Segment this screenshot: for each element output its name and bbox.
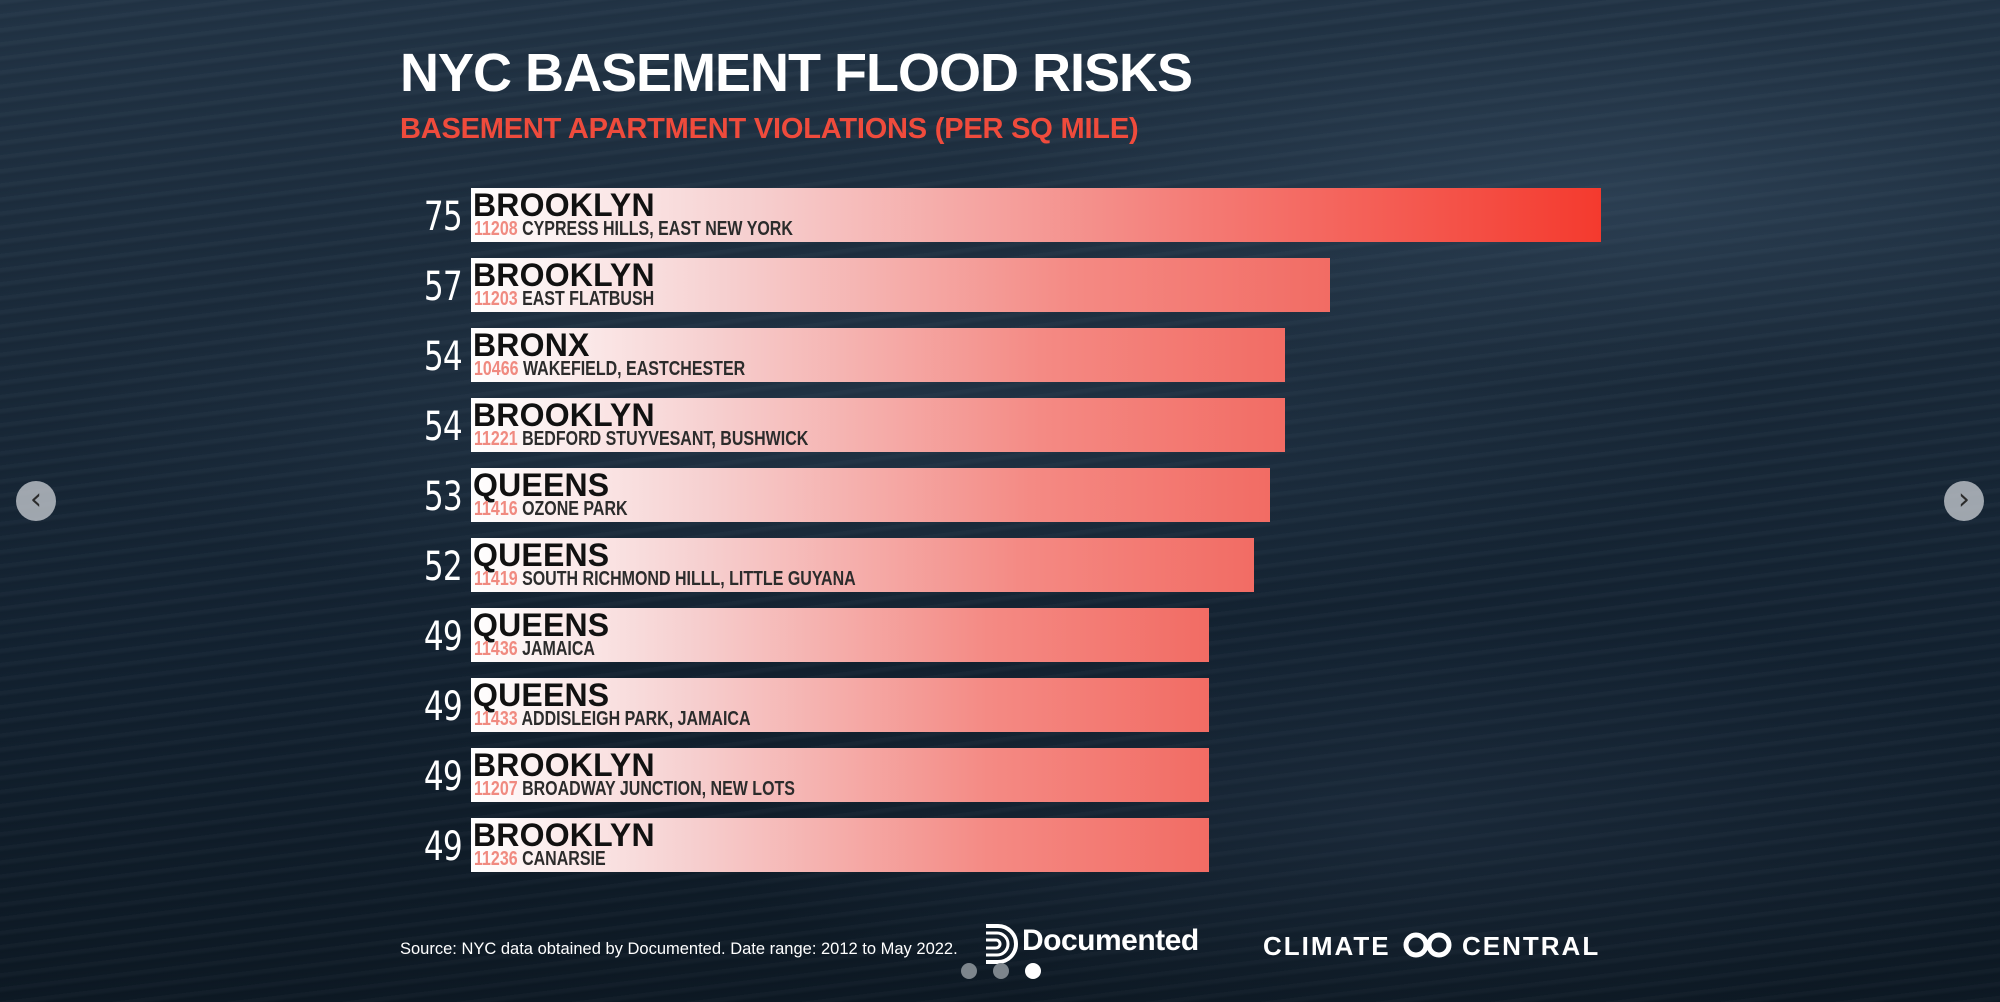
neighborhood-label: 11221 BEDFORD STUYVESANT, BUSHWICK (474, 428, 808, 451)
area-name: CYPRESS HILLS, EAST NEW YORK (522, 218, 793, 240)
climate-central-logo-text: CENTRAL (1462, 931, 1601, 961)
area-name: ADDISLEIGH PARK, JAMAICA (521, 708, 751, 730)
bar (471, 328, 1285, 382)
zip-code: 11436 (474, 638, 518, 660)
bar (471, 608, 1209, 662)
neighborhood-label: 11416 OZONE PARK (474, 498, 628, 521)
documented-logo-text: Documented (1022, 924, 1199, 957)
bar-row: 52 QUEENS 11419 SOUTH RICHMOND HILLL, LITT… (0, 537, 2000, 594)
borough-label: QUEENS (473, 467, 610, 503)
area-name: SOUTH RICHMOND HILLL, LITTLE GUYANA (522, 568, 856, 590)
neighborhood-label: 11203 EAST FLATBUSH (474, 288, 654, 311)
bar-row: 49 QUEENS 11436 JAMAICA (0, 607, 2000, 664)
zip-code: 11416 (474, 498, 518, 520)
carousel-dot[interactable] (1025, 963, 1041, 979)
bar-row: 54 BROOKLYN 11221 BEDFORD STUYVESANT, BUSH… (0, 397, 2000, 454)
bar (471, 258, 1330, 312)
zip-code: 11221 (474, 428, 518, 450)
bar-row: 57 BROOKLYN 11203 EAST FLATBUSH (0, 257, 2000, 314)
zip-code: 11236 (474, 848, 518, 870)
bar (471, 468, 1270, 522)
area-name: WAKEFIELD, EASTCHESTER (522, 358, 746, 380)
bar-value-label: 52 (423, 544, 463, 590)
bar (471, 188, 1601, 242)
borough-label: BROOKLYN (473, 397, 655, 433)
area-name: BROADWAY JUNCTION, NEW LOTS (522, 778, 795, 800)
chart-title: NYC BASEMENT FLOOD RISKS (400, 43, 1193, 103)
bar-value-label: 49 (423, 614, 463, 660)
borough-label: BROOKLYN (473, 747, 655, 783)
bar-value-label: 75 (423, 194, 463, 240)
bar (471, 678, 1209, 732)
bar-value-label: 49 (423, 754, 463, 800)
bar-value-label: 49 (423, 684, 463, 730)
neighborhood-label: 11207 BROADWAY JUNCTION, NEW LOTS (474, 778, 795, 801)
neighborhood-label: 11436 JAMAICA (474, 638, 595, 661)
bar (471, 538, 1254, 592)
climate-central-logo-icon (1403, 932, 1452, 958)
source-note: Source: NYC data obtained by Documented.… (400, 940, 958, 958)
climate-central-logo-text: CLIMATE (1263, 931, 1391, 961)
carousel-dot[interactable] (961, 963, 977, 979)
zip-code: 11419 (474, 568, 518, 590)
neighborhood-label: 11236 CANARSIE (474, 848, 606, 871)
borough-label: QUEENS (473, 677, 610, 713)
borough-label: BROOKLYN (473, 257, 655, 293)
bar-row: 49 QUEENS 11433 ADDISLEIGH PARK, JAMAICA (0, 677, 2000, 734)
neighborhood-label: 10466 WAKEFIELD, EASTCHESTER (474, 358, 745, 381)
area-name: CANARSIE (522, 848, 606, 870)
carousel-prev-button[interactable]: ‹ (16, 481, 56, 521)
chart-subtitle: BASEMENT APARTMENT VIOLATIONS (PER SQ MI… (400, 113, 1139, 145)
chevron-right-icon: › (1958, 482, 1970, 517)
bar (471, 818, 1209, 872)
area-name: BEDFORD STUYVESANT, BUSHWICK (522, 428, 809, 450)
area-name: JAMAICA (522, 638, 595, 660)
bar-value-label: 57 (423, 264, 463, 310)
neighborhood-label: 11208 CYPRESS HILLS, EAST NEW YORK (474, 218, 793, 241)
zip-code: 11208 (474, 218, 518, 240)
borough-label: QUEENS (473, 607, 610, 643)
borough-label: BROOKLYN (473, 187, 655, 223)
zip-code: 11203 (474, 288, 518, 310)
bar-row: 49 BROOKLYN 11236 CANARSIE (0, 817, 2000, 874)
bar-row: 54 BRONX 10466 WAKEFIELD, EASTCHESTER (0, 327, 2000, 384)
area-name: OZONE PARK (522, 498, 628, 520)
bar-row: 75 BROOKLYN 11208 CYPRESS HILLS, EAST NEW … (0, 187, 2000, 244)
neighborhood-label: 11419 SOUTH RICHMOND HILLL, LITTLE GUYAN… (474, 568, 856, 591)
bar-value-label: 53 (423, 474, 463, 520)
bar-value-label: 54 (423, 404, 463, 450)
bar (471, 398, 1285, 452)
bar-value-label: 54 (423, 334, 463, 380)
carousel-next-button[interactable]: › (1944, 481, 1984, 521)
borough-label: QUEENS (473, 537, 610, 573)
chevron-left-icon: ‹ (30, 482, 42, 517)
area-name: EAST FLATBUSH (522, 288, 655, 310)
bar-row: 49 BROOKLYN 11207 BROADWAY JUNCTION, NEW L… (0, 747, 2000, 804)
bar-value-label: 49 (423, 824, 463, 870)
documented-logo-icon (986, 924, 1018, 964)
neighborhood-label: 11433 ADDISLEIGH PARK, JAMAICA (474, 708, 751, 731)
carousel-dot[interactable] (993, 963, 1009, 979)
zip-code: 11433 (474, 708, 518, 730)
borough-label: BROOKLYN (473, 817, 655, 853)
bar (471, 748, 1209, 802)
borough-label: BRONX (473, 327, 590, 363)
bar-row: 53 QUEENS 11416 OZONE PARK (0, 467, 2000, 524)
zip-code: 11207 (474, 778, 518, 800)
zip-code: 10466 (474, 358, 519, 380)
